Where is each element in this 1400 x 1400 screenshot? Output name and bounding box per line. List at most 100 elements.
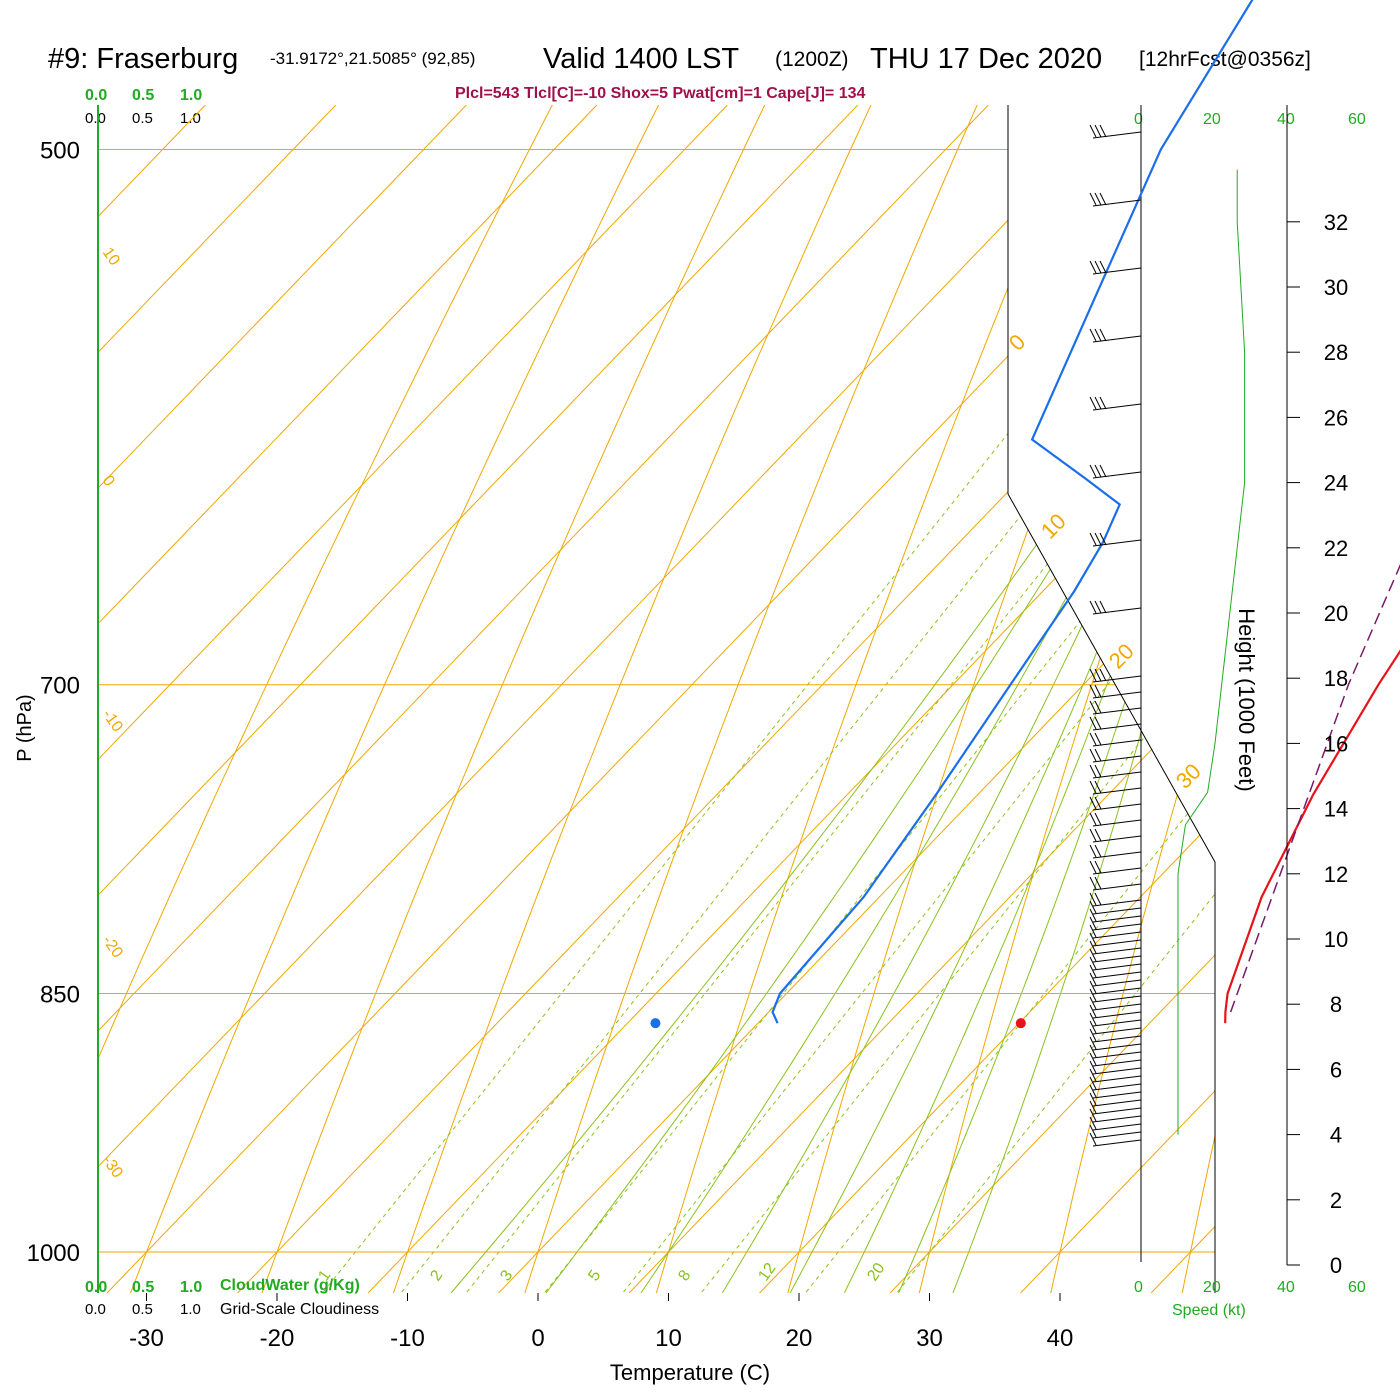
height-tick-label: 22 (1324, 536, 1348, 561)
x-tick-label: -20 (260, 1325, 295, 1352)
wind-barb-feather (1094, 764, 1102, 778)
cloudiness-scale-bottom: 0.0 0.5 1.0 Grid-Scale Cloudiness (85, 1301, 379, 1318)
wind-barbs (1089, 124, 1246, 1147)
height-tick-label: 6 (1330, 1057, 1342, 1082)
wind-barb-feather (1089, 812, 1097, 826)
cloudiness-scale-top: 0.0 0.5 1.0 (85, 110, 201, 127)
wind-barb (1089, 124, 1142, 139)
speed-bottom-20: 20 (1203, 1279, 1221, 1296)
wind-barb-feather (1094, 796, 1102, 810)
cloudwater-scale-bottom: 0.0 0.5 1.0 CloudWater (g/Kg) (85, 1277, 360, 1296)
wind-barb-shaft (1092, 979, 1142, 987)
wind-barb (1089, 996, 1142, 1011)
wind-barb-shaft (1092, 1003, 1142, 1011)
wind-barb-feather (1099, 328, 1107, 342)
wind-barb-feather (1094, 780, 1102, 794)
wind-barb-shaft (1092, 1019, 1142, 1027)
wind-barb-shaft (1092, 1051, 1142, 1059)
wind-barb (1089, 980, 1142, 995)
wind-barb-feather (1089, 1076, 1097, 1090)
height-tick-label: 12 (1324, 862, 1348, 887)
cloudiness-top-1: 1.0 (180, 110, 201, 127)
wind-barb-feather (1094, 260, 1102, 274)
forecast-label: [12hrFcst@0356z] (1139, 48, 1311, 71)
wind-barb-shaft (1092, 1123, 1142, 1131)
speed-scale-bottom: 0 20 40 60 Speed (kt) (1134, 1279, 1366, 1319)
wind-barb-feather (1089, 956, 1097, 970)
surface-dewpoint-dot (650, 1018, 661, 1029)
wind-barb-shaft (1092, 1091, 1142, 1099)
speed-top-60: 60 (1348, 111, 1366, 128)
wind-barb-feather (1089, 668, 1097, 682)
wind-barb-feather (1089, 916, 1097, 930)
wind-barb-feather (1089, 1132, 1097, 1146)
wind-barb-feather (1094, 812, 1102, 826)
profiles (650, 0, 1400, 1029)
wind-barb-shaft (1092, 955, 1142, 963)
wind-barb-shaft (1092, 1107, 1142, 1115)
wind-barb-feather (1094, 860, 1102, 874)
wind-speed-profile (1177, 169, 1246, 1135)
speed-label: Speed (kt) (1172, 1302, 1246, 1319)
parcel-path (1229, 563, 1400, 1013)
wind-barb-feather (1089, 328, 1097, 342)
wind-barb-feather (1089, 860, 1097, 874)
wind-barb (1089, 1076, 1142, 1091)
wind-barb (1089, 716, 1142, 731)
wind-barb-feather (1099, 192, 1107, 206)
wind-barb-feather (1089, 996, 1097, 1010)
wind-barb (1089, 940, 1142, 955)
wind-barb (1089, 192, 1142, 207)
wind-barb-shaft (1092, 1131, 1142, 1139)
wind-barb (1089, 1020, 1142, 1035)
mixing-ratio-line (514, 105, 1215, 1293)
dry-adiabat-line (380, 105, 1215, 1293)
wind-barb-feather (1089, 192, 1097, 206)
moist-adiabat-line (419, 105, 1215, 1293)
wind-barb-feather (1089, 764, 1097, 778)
speed-top-40: 40 (1277, 111, 1295, 128)
wind-barb-feather (1089, 908, 1097, 922)
plot-frame (97, 105, 1216, 1293)
wind-barb-feather (1089, 1092, 1097, 1106)
wind-barb-feather (1094, 892, 1102, 906)
wind-barb (1089, 780, 1142, 795)
wind-barb-feather (1099, 464, 1107, 478)
wind-barb-feather (1094, 532, 1102, 546)
speed-top-20: 20 (1203, 111, 1221, 128)
wind-barb-feather (1094, 668, 1102, 682)
dry-adiabat-line (777, 105, 1215, 1293)
wind-barb-feather (1089, 396, 1097, 410)
valid-date: THU 17 Dec 2020 (870, 43, 1102, 75)
isotherm-line (889, 105, 1215, 1293)
height-tick-label: 32 (1324, 210, 1348, 235)
height-tick-label: 8 (1330, 992, 1342, 1017)
wind-barb-feather (1089, 1052, 1097, 1066)
x-tick-label: 10 (655, 1325, 682, 1352)
wind-barb (1089, 684, 1142, 699)
y-axis-label: P (hPa) (14, 694, 36, 761)
wind-barb-feather (1089, 1060, 1097, 1074)
valid-time: Valid 1400 LST (543, 43, 739, 75)
isotherm-line (98, 105, 859, 1293)
wind-barb-feather (1094, 600, 1102, 614)
dry-adiabat-line (98, 105, 1181, 1293)
dry-adiabat-line (248, 105, 1215, 1293)
wind-barb (1089, 1100, 1142, 1115)
wind-barb-shaft (1092, 1075, 1142, 1083)
wind-barb (1089, 1092, 1142, 1107)
temperature-profile (1224, 649, 1400, 1024)
wind-barb-feather (1099, 260, 1107, 274)
height-tick-label: 20 (1324, 601, 1348, 626)
mixing-ratio-line (436, 105, 1215, 1293)
wind-barb (1089, 1124, 1142, 1139)
cloudiness-bottom-1: 1.0 (180, 1301, 201, 1318)
wind-barb (1089, 948, 1142, 963)
dry-adiabat-line (512, 105, 1215, 1293)
wind-barb (1089, 1068, 1142, 1083)
dewpoint-profile (771, 0, 1254, 1024)
wind-barb-feather (1089, 1108, 1097, 1122)
wind-barb-feather (1089, 748, 1097, 762)
wind-barb (1089, 972, 1142, 987)
